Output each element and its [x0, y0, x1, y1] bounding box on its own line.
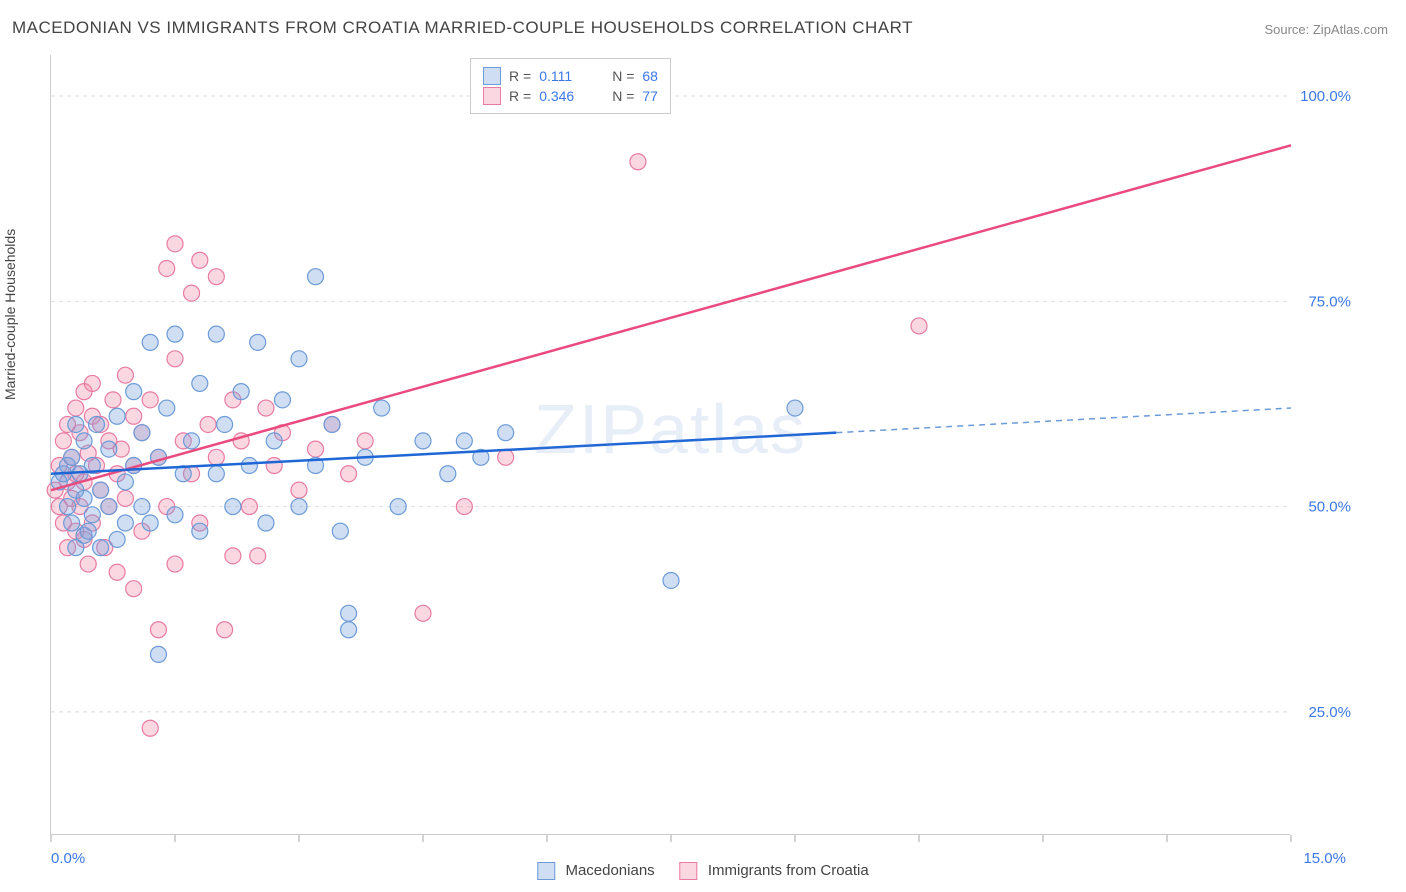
legend-swatch-icon [483, 67, 501, 85]
r-label: R = [509, 68, 531, 84]
n-label: N = [612, 88, 634, 104]
legend-label: Immigrants from Croatia [708, 862, 869, 879]
legend-row-macedonians: R = 0.111 N = 68 [483, 67, 658, 85]
r-value: 0.346 [539, 88, 584, 104]
svg-text:25.0%: 25.0% [1308, 704, 1351, 721]
correlation-legend: R = 0.111 N = 68 R = 0.346 N = 77 [470, 58, 671, 114]
scatter-svg: 25.0%50.0%75.0%100.0%0.0%15.0% [51, 55, 1290, 834]
r-label: R = [509, 88, 531, 104]
legend-item-croatia: Immigrants from Croatia [680, 862, 869, 880]
chart-title: MACEDONIAN VS IMMIGRANTS FROM CROATIA MA… [12, 18, 913, 38]
legend-item-macedonians: Macedonians [537, 862, 654, 880]
legend-row-croatia: R = 0.346 N = 77 [483, 87, 658, 105]
svg-text:15.0%: 15.0% [1303, 850, 1346, 867]
n-label: N = [612, 68, 634, 84]
svg-text:50.0%: 50.0% [1308, 499, 1351, 516]
r-value: 0.111 [539, 68, 584, 84]
plot-area: 25.0%50.0%75.0%100.0%0.0%15.0% ZIPatlas [50, 55, 1290, 835]
n-value: 77 [642, 88, 658, 104]
y-axis-title: Married-couple Households [2, 229, 18, 400]
legend-swatch-icon [483, 87, 501, 105]
source-label: Source: ZipAtlas.com [1264, 22, 1388, 37]
series-legend: Macedonians Immigrants from Croatia [537, 862, 868, 880]
n-value: 68 [642, 68, 658, 84]
svg-text:0.0%: 0.0% [51, 850, 85, 867]
svg-text:75.0%: 75.0% [1308, 293, 1351, 310]
legend-label: Macedonians [565, 862, 654, 879]
chart-container: MACEDONIAN VS IMMIGRANTS FROM CROATIA MA… [0, 0, 1406, 892]
svg-text:100.0%: 100.0% [1300, 88, 1351, 105]
legend-swatch-icon [680, 862, 698, 880]
legend-swatch-icon [537, 862, 555, 880]
